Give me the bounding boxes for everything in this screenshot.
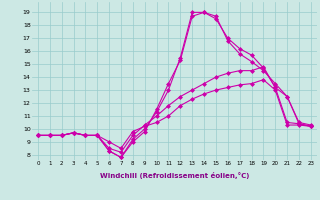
X-axis label: Windchill (Refroidissement éolien,°C): Windchill (Refroidissement éolien,°C) (100, 172, 249, 179)
